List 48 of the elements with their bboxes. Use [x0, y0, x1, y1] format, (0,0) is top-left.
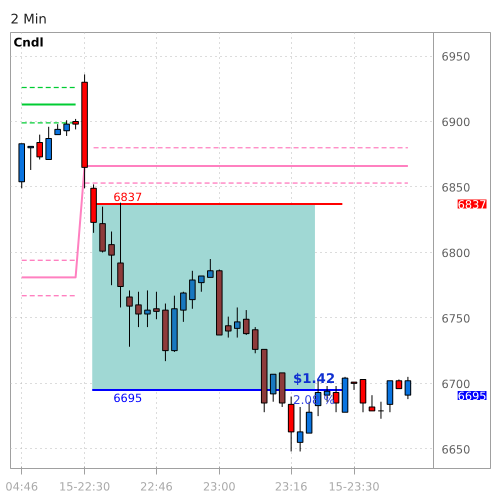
ref-line-label: 6695: [113, 390, 142, 405]
candlestick: [386, 380, 394, 413]
candlestick: [180, 291, 187, 322]
candlestick: [270, 374, 276, 402]
candlestick: [296, 406, 304, 452]
x-tick-label: 15-22:30: [59, 480, 110, 494]
text: 6695: [458, 388, 487, 403]
x-tick-label: 04:46: [5, 480, 38, 494]
y-tick-label: 6800: [442, 246, 470, 260]
text: 6837: [458, 198, 487, 212]
candlestick: [234, 306, 241, 338]
candlestick: [207, 258, 214, 278]
candlestick: [36, 134, 43, 160]
candlestick: [360, 378, 366, 413]
candlestick: [189, 270, 196, 310]
candlestick: [396, 378, 402, 390]
y-tick-label: 6700: [442, 376, 470, 391]
candlestick: [332, 386, 340, 413]
candlestick: [144, 290, 151, 328]
candlestick: [27, 146, 34, 170]
y-tick-label: 6950: [442, 50, 470, 64]
annotation: Cndl: [14, 36, 44, 50]
candlestick: [404, 376, 412, 400]
candlestick: [72, 118, 79, 130]
candlestick: [63, 120, 70, 136]
chart-title: 2 Min: [10, 12, 47, 28]
ref-line-label: 6837: [113, 190, 142, 204]
candlestick: [198, 276, 205, 292]
candlestick: [45, 126, 52, 160]
y-tick-label: 6900: [442, 115, 470, 130]
candlestick: [126, 290, 133, 348]
candlestick: [135, 291, 142, 328]
candlestick: [252, 326, 259, 354]
candlestick: [117, 202, 124, 308]
y-tick-label: 6850: [442, 180, 470, 194]
x-tick-label: 15-23:30: [328, 480, 380, 494]
candlestick: [242, 310, 250, 336]
y-tick-label: 6650: [442, 442, 470, 456]
candlestick: [54, 124, 61, 136]
candlestick: [153, 291, 160, 320]
x-tick-label: 23:00: [202, 480, 236, 494]
candlestick: [225, 316, 232, 338]
x-tick-label: 22:46: [140, 480, 173, 494]
candlestick: [108, 231, 115, 286]
x-tick-label: 23:16: [274, 480, 308, 494]
y-tick-label: 6750: [442, 311, 470, 326]
candlestick: [368, 394, 376, 412]
candlestick: [378, 401, 384, 420]
